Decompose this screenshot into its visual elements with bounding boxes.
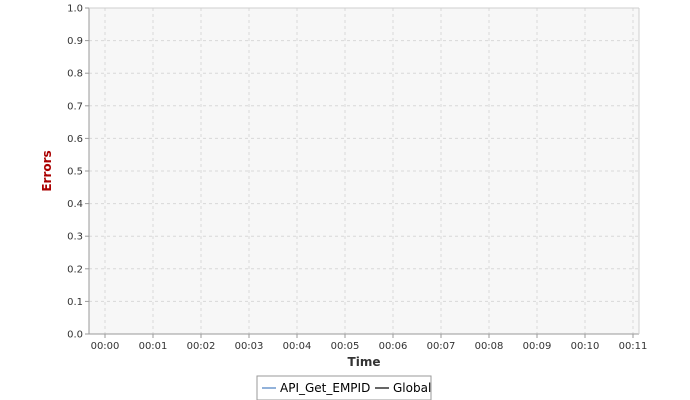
- x-tick-label: 00:04: [283, 341, 312, 352]
- axes: [88, 7, 640, 335]
- x-axis-title: Time: [348, 355, 381, 369]
- x-tick-label: 00:07: [427, 341, 456, 352]
- legend-label-api-get-empid: API_Get_EMPID: [280, 381, 370, 395]
- legend-box: [256, 375, 432, 400]
- y-tick-label: 0.5: [67, 167, 83, 178]
- x-tick-label: 00:02: [187, 341, 216, 352]
- x-axis-ticks: 00:00 00:01 00:02 00:03 00:04 00:05 00:06 00:07…: [91, 334, 648, 352]
- x-tick-label: 00:01: [139, 341, 168, 352]
- y-tick-label: 0.4: [67, 199, 83, 210]
- y-tick-label: 0.2: [67, 264, 83, 275]
- y-tick-label: 0.6: [67, 134, 83, 145]
- y-tick-label: 1.0: [67, 4, 83, 15]
- x-tick-label: 00:03: [235, 341, 264, 352]
- x-tick-label: 00:08: [475, 341, 504, 352]
- y-axis-ticks: 0.0 0.1 0.2 0.3 0.4 0.5 0.6 0.7 0.8 0.9 1.0: [67, 4, 89, 341]
- x-tick-label: 00:11: [619, 341, 648, 352]
- y-tick-label: 0.7: [67, 101, 83, 112]
- y-tick-label: 0.0: [67, 330, 83, 341]
- legend: API_Get_EMPID Global: [256, 375, 432, 400]
- plot-area: [89, 8, 639, 334]
- y-tick-label: 0.9: [67, 36, 83, 47]
- y-tick-label: 0.1: [67, 297, 83, 308]
- x-tick-label: 00:06: [379, 341, 408, 352]
- y-axis-title: Errors: [40, 150, 54, 191]
- x-tick-label: 00:05: [331, 341, 360, 352]
- y-tick-label: 0.3: [67, 232, 83, 243]
- grid-lines: [89, 7, 639, 334]
- y-tick-label: 0.8: [67, 69, 83, 80]
- x-tick-label: 00:09: [523, 341, 552, 352]
- legend-label-global: Global: [393, 381, 431, 395]
- x-tick-label: 00:10: [571, 341, 600, 352]
- x-tick-label: 00:00: [91, 341, 120, 352]
